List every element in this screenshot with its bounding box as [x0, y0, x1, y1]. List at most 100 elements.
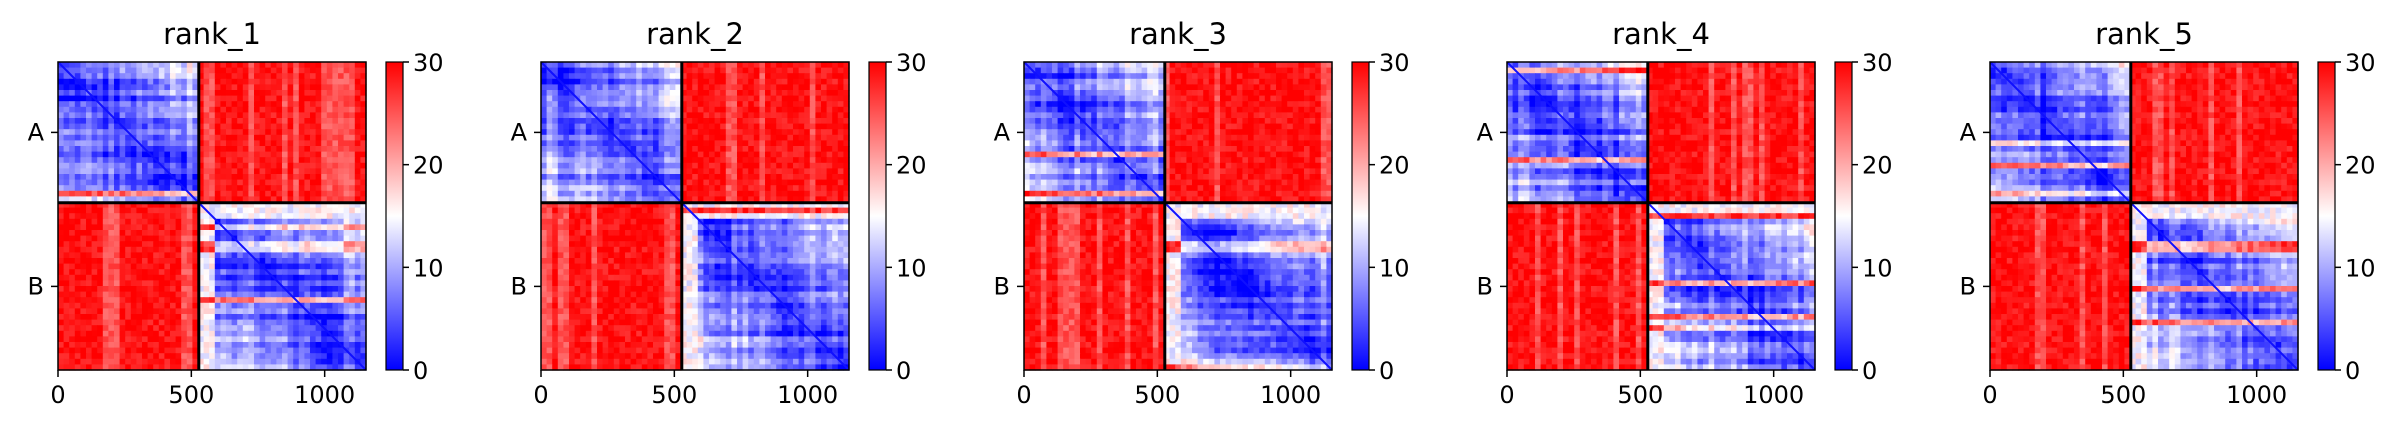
heatmap-cell [265, 140, 272, 147]
heatmap-cell [714, 190, 721, 197]
heatmap-cell [837, 224, 844, 231]
heatmap-cell [703, 67, 710, 74]
heatmap-cell [753, 151, 760, 158]
heatmap-cell [349, 157, 356, 164]
heatmap-cell [681, 179, 688, 186]
heatmap-cell [237, 230, 244, 237]
heatmap-cell [332, 78, 339, 85]
heatmap-cell [254, 336, 261, 343]
heatmap-cell [585, 146, 592, 153]
heatmap-cell [63, 358, 70, 365]
heatmap-cell [147, 274, 154, 281]
heatmap-cell [175, 358, 182, 365]
heatmap-cell [686, 179, 693, 186]
heatmap-cell [343, 336, 350, 343]
heatmap-cell [641, 252, 648, 259]
heatmap-cell [608, 174, 615, 181]
heatmap-cell [220, 140, 227, 147]
heatmap-cell [354, 207, 361, 214]
heatmap-cell [282, 101, 289, 108]
heatmap-cell [625, 112, 632, 119]
heatmap-cell [781, 246, 788, 253]
heatmap-cell [125, 140, 132, 147]
heatmap-cell [293, 179, 300, 186]
heatmap-cell [259, 213, 266, 220]
heatmap-cell [725, 101, 732, 108]
heatmap-cell [821, 224, 828, 231]
heatmap-cell [158, 291, 165, 298]
heatmap-cell [270, 84, 277, 91]
heatmap-cell [298, 73, 305, 80]
heatmap-cell [664, 252, 671, 259]
heatmap-cell [798, 90, 805, 97]
heatmap-cell [641, 207, 648, 214]
heatmap-cell [641, 151, 648, 158]
heatmap-cell [186, 140, 193, 147]
heatmap-cell [815, 146, 822, 153]
heatmap-cell [119, 218, 126, 225]
heatmap-cell [748, 73, 755, 80]
heatmap-cell [675, 157, 682, 164]
heatmap-cell [203, 123, 210, 130]
heatmap-cell [97, 190, 104, 197]
heatmap-cell [630, 185, 637, 192]
heatmap-cell [669, 174, 676, 181]
heatmap-cell [198, 190, 205, 197]
heatmap-cell [636, 241, 643, 248]
heatmap-cell [837, 118, 844, 125]
heatmap-cell [591, 90, 598, 97]
heatmap-cell [821, 84, 828, 91]
heatmap-cell [630, 84, 637, 91]
heatmap-cell [259, 330, 266, 337]
heatmap-cell [338, 358, 345, 365]
heatmap-cell [147, 308, 154, 315]
heatmap-cell [332, 129, 339, 136]
heatmap-cell [742, 185, 749, 192]
heatmap-cell [703, 106, 710, 113]
heatmap-cell [354, 319, 361, 326]
heatmap-cell [343, 235, 350, 242]
heatmap-cell [647, 84, 654, 91]
heatmap-cell [310, 252, 317, 259]
heatmap-cell [692, 241, 699, 248]
heatmap-cell [214, 347, 221, 354]
heatmap-cell [310, 179, 317, 186]
heatmap-cell [591, 190, 598, 197]
heatmap-cell [164, 207, 171, 214]
heatmap-cell [613, 101, 620, 108]
heatmap-cell [259, 235, 266, 242]
heatmap-cell [147, 146, 154, 153]
heatmap-cell [815, 112, 822, 119]
heatmap-cell [80, 207, 87, 214]
heatmap-cell [781, 106, 788, 113]
heatmap-cell [192, 146, 199, 153]
heatmap-cell [765, 78, 772, 85]
heatmap-cell [625, 106, 632, 113]
heatmap-cell [181, 213, 188, 220]
heatmap-cell [282, 364, 289, 371]
heatmap-cell [636, 78, 643, 85]
heatmap-cell [220, 84, 227, 91]
heatmap-cell [343, 101, 350, 108]
heatmap-cell [692, 112, 699, 119]
heatmap-cell [563, 151, 570, 158]
heatmap-cell [125, 347, 132, 354]
heatmap-cell [591, 246, 598, 253]
heatmap-cell [360, 140, 367, 147]
heatmap-cell [130, 84, 137, 91]
heatmap-cell [175, 274, 182, 281]
heatmap-cell [625, 62, 632, 69]
heatmap-cell [541, 151, 548, 158]
heatmap-cell [242, 168, 249, 175]
heatmap-cell [125, 151, 132, 158]
heatmap-cell [731, 230, 738, 237]
heatmap-cell [181, 196, 188, 203]
heatmap-cell [282, 90, 289, 97]
heatmap-cell [354, 185, 361, 192]
heatmap-cell [809, 246, 816, 253]
heatmap-cell [259, 202, 266, 209]
heatmap-cell [226, 314, 233, 321]
heatmap-cell [563, 90, 570, 97]
heatmap-cell [315, 202, 322, 209]
heatmap-cell [585, 129, 592, 136]
